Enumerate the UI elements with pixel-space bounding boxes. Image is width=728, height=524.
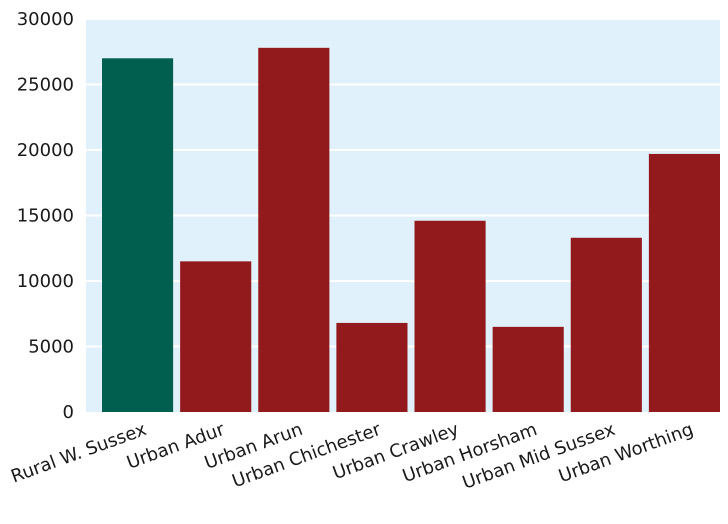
y-tick-label: 20000 — [17, 140, 74, 161]
y-tick-label: 10000 — [17, 271, 74, 292]
y-tick-label: 30000 — [17, 9, 74, 30]
bar — [570, 237, 642, 412]
bar — [414, 220, 486, 412]
bar — [648, 153, 720, 412]
y-tick-label: 0 — [63, 402, 74, 423]
bar — [492, 326, 564, 412]
y-axis-tick-labels: 0 5000 10000 15000 20000 25000 30000 — [17, 9, 74, 423]
bar — [180, 261, 252, 412]
y-tick-label: 5000 — [28, 337, 74, 358]
bar — [102, 58, 174, 413]
y-tick-label: 15000 — [17, 206, 74, 227]
bars — [102, 47, 720, 413]
bar — [336, 322, 408, 412]
y-tick-label: 25000 — [17, 75, 74, 96]
bar — [258, 47, 330, 412]
